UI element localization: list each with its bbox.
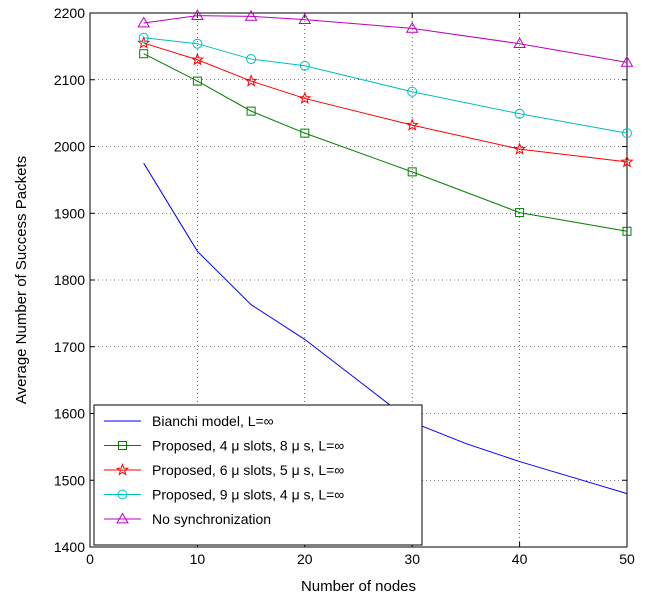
circle-marker [246, 54, 257, 65]
star-marker [137, 36, 151, 49]
legend-item: Proposed, 9 μ slots, 4 μ s, L=∞ [104, 487, 344, 503]
legend-label: No synchronization [152, 511, 271, 527]
legend-item: Proposed, 6 μ slots, 5 μ s, L=∞ [104, 462, 344, 478]
legend: Bianchi model, L=∞ Proposed, 4 μ slots, 8… [93, 404, 423, 546]
y-tick-label: 2000 [54, 139, 85, 155]
square-marker [515, 208, 525, 218]
circle-marker [622, 128, 632, 139]
axis-ticks: 0 10 20 30 40 50 1400 1500 1600 1700 1800 1900 2000 2… [54, 5, 635, 567]
legend-item: Proposed, 4 μ slots, 8 μ s, L=∞ [104, 438, 344, 454]
series-lines [137, 9, 634, 495]
square-marker [192, 76, 202, 86]
series-2 [139, 49, 632, 236]
y-axis-label: Average Number of Success Packets [13, 156, 30, 404]
star-marker [244, 74, 258, 87]
series-line [143, 42, 628, 163]
series-line [143, 53, 628, 232]
triangle-marker [513, 37, 526, 49]
series-5 [137, 9, 634, 67]
y-tick-label: 1500 [54, 472, 85, 488]
circle-marker [192, 38, 203, 49]
triangle-marker [244, 9, 258, 21]
legend-label: Proposed, 6 μ slots, 5 μ s, L=∞ [152, 462, 344, 478]
square-marker [246, 106, 256, 116]
circle-marker [117, 489, 128, 500]
triangle-marker [298, 13, 312, 25]
y-tick-label: 2200 [54, 5, 85, 21]
y-tick-label: 1700 [54, 339, 85, 355]
series-line [143, 162, 628, 495]
square-marker [300, 128, 310, 138]
triangle-marker [620, 55, 634, 67]
star-marker [115, 463, 130, 476]
legend-label: Bianchi model, L=∞ [152, 413, 274, 429]
series-1 [143, 162, 628, 495]
triangle-marker [191, 9, 204, 21]
star-marker [298, 91, 312, 105]
x-axis-label: Number of nodes [301, 578, 416, 595]
series-line [143, 15, 628, 63]
series-4 [138, 32, 632, 139]
circle-marker [407, 86, 418, 97]
x-tick-label: 30 [404, 551, 420, 567]
square-marker [407, 167, 417, 177]
x-tick-label: 20 [297, 551, 313, 567]
legend-label: Proposed, 9 μ slots, 4 μ s, L=∞ [152, 487, 344, 503]
x-tick-label: 50 [619, 551, 635, 567]
circle-marker [514, 108, 525, 119]
circle-marker [299, 60, 310, 71]
legend-item: Bianchi model, L=∞ [104, 413, 274, 429]
y-tick-label: 1600 [54, 406, 85, 422]
triangle-marker [116, 512, 129, 524]
y-tick-label: 2100 [54, 72, 85, 88]
square-marker [118, 441, 127, 450]
y-tick-label: 1900 [54, 205, 85, 221]
y-tick-label: 1400 [54, 539, 85, 555]
series-line [143, 37, 628, 134]
star-marker [405, 118, 419, 131]
square-marker [139, 49, 149, 59]
x-tick-label: 10 [190, 551, 206, 567]
legend-label: Proposed, 4 μ slots, 8 μ s, L=∞ [152, 438, 344, 454]
circle-marker [138, 32, 149, 43]
star-marker [190, 52, 204, 66]
star-marker [620, 154, 634, 168]
legend-box [93, 404, 423, 546]
y-tick-label: 1800 [54, 272, 85, 288]
legend-item: No synchronization [104, 511, 271, 527]
x-tick-label: 0 [86, 551, 94, 567]
triangle-marker [405, 21, 419, 33]
series-3 [137, 36, 634, 168]
x-tick-label: 40 [512, 551, 528, 567]
square-marker [622, 226, 632, 236]
star-marker [513, 142, 527, 155]
triangle-marker [137, 16, 151, 28]
